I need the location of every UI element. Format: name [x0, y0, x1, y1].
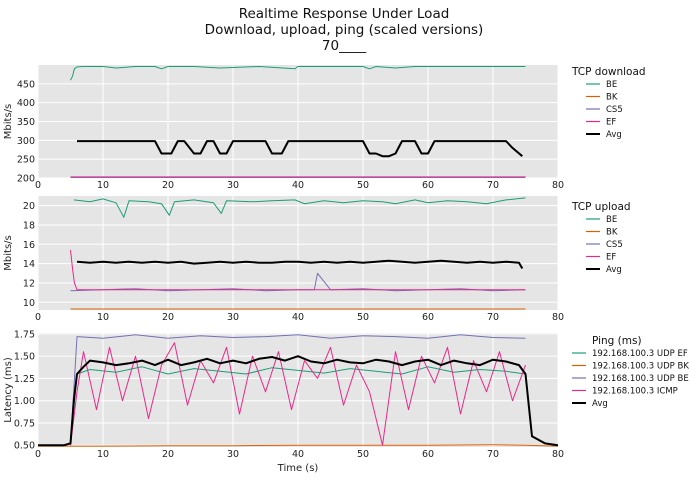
x-tick-label: 30: [227, 449, 239, 460]
x-tick-label: 40: [292, 180, 304, 191]
y-tick-label: 10: [23, 298, 35, 309]
legend-entry: CS5: [606, 105, 623, 115]
y-tick-label: 450: [17, 79, 35, 90]
chart-title-line1: Realtime Response Under Load: [239, 6, 450, 22]
chart-title-line2: Download, upload, ping (scaled versions): [205, 22, 484, 38]
legend-title: TCP upload: [571, 201, 631, 213]
y-tick-label: 250: [17, 155, 35, 166]
x-tick-label: 20: [162, 312, 174, 323]
legend-entry: BK: [606, 228, 618, 238]
x-tick-label: 70: [487, 180, 499, 191]
x-tick-label: 0: [35, 180, 41, 191]
legend-entry: BE: [606, 215, 617, 225]
y-axis-label: Mbits/s: [3, 235, 14, 270]
x-tick-label: 40: [292, 449, 304, 460]
x-tick-label: 70: [487, 449, 499, 460]
x-tick-label: 50: [357, 449, 369, 460]
y-tick-label: 0.75: [14, 418, 35, 429]
x-tick-label: 20: [162, 180, 174, 191]
y-tick-label: 300: [17, 136, 35, 147]
x-tick-label: 60: [422, 312, 434, 323]
panel-ping: 0 10 20 30 40 50 60 70 80 0.50 0.75 1.00 1.25 1.50 1.7…: [3, 329, 689, 474]
series-line-be: [73, 197, 526, 218]
series-group: [70, 197, 526, 310]
x-tick-label: 80: [552, 449, 564, 460]
series-line-be: [70, 66, 526, 81]
y-tick-label: 20: [23, 201, 35, 212]
legend-title: Ping (ms): [592, 335, 642, 347]
legend-entry: 192.168.100.3 UDP BK: [592, 362, 689, 372]
x-axis-label: Time (s): [277, 463, 319, 474]
y-tick-label: 350: [17, 117, 35, 128]
legend-entry: 192.168.100.3 UDP BE: [592, 374, 689, 384]
panel-download: 0 10 20 30 40 50 60 70 80 200 250 300 350 400 450 Mbits…: [3, 65, 646, 191]
legend: TCP download BE BK CS5 EF Avg: [571, 66, 646, 140]
x-tick-label: 10: [97, 449, 109, 460]
y-tick-label: 18: [23, 220, 35, 231]
y-tick-label: 1.00: [14, 396, 35, 407]
x-tick-label: 50: [357, 180, 369, 191]
y-axis-label: Mbits/s: [3, 104, 14, 139]
legend-title: TCP download: [571, 66, 646, 78]
legend-entry: Avg: [606, 130, 622, 140]
y-tick-label: 1.50: [14, 352, 35, 363]
legend: TCP upload BE BK CS5 EF Avg: [571, 201, 631, 275]
x-tick-label: 80: [552, 312, 564, 323]
series-line-192-168-100-3-udp-be: [70, 334, 526, 446]
x-tick-label: 70: [487, 312, 499, 323]
legend-entry: 192.168.100.3 ICMP: [592, 387, 678, 397]
legend-entry: BE: [606, 80, 617, 90]
y-tick-label: 1.25: [14, 374, 35, 385]
x-tick-label: 20: [162, 449, 174, 460]
series-group: [38, 334, 558, 447]
series-line-avg: [77, 140, 523, 158]
panel-upload: 0 10 20 30 40 50 60 70 80101214161820Mbits/sTCP …: [3, 196, 631, 323]
series-line-192-168-100-3-udp-ef: [70, 366, 526, 446]
x-tick-label: 30: [227, 312, 239, 323]
x-tick-label: 50: [357, 312, 369, 323]
y-tick-label: 14: [23, 259, 35, 270]
y-axis-label: Latency (ms): [3, 357, 14, 423]
x-tick-label: 60: [422, 180, 434, 191]
y-tick-label: 400: [17, 98, 35, 109]
series-line-ef: [70, 250, 526, 291]
series-line-192-168-100-3-udp-bk: [38, 444, 558, 447]
y-tick-label: 0.50: [14, 441, 35, 452]
x-tick-label: 60: [422, 449, 434, 460]
x-tick-label: 80: [552, 180, 564, 191]
chart-title-line3: 70____: [322, 38, 366, 54]
legend-entry: BK: [606, 93, 618, 103]
x-tick-label: 0: [35, 312, 41, 323]
series-line-avg: [76, 259, 524, 269]
panels: 0 10 20 30 40 50 60 70 80200250300350400450Mbits…: [3, 65, 689, 474]
legend-entry: EF: [606, 118, 616, 128]
legend-entry: Avg: [606, 265, 622, 275]
x-tick-label: 10: [97, 312, 109, 323]
series-group: [70, 66, 526, 178]
y-tick-label: 16: [23, 240, 35, 251]
legend: Ping (ms) 192.168.100.3 UDP EF 192.168.100…: [572, 335, 689, 409]
legend-entry: Avg: [592, 399, 608, 409]
series-line-avg: [38, 355, 558, 447]
y-tick-label: 12: [23, 278, 35, 289]
x-tick-label: 0: [35, 449, 41, 460]
x-tick-label: 40: [292, 312, 304, 323]
series-line-192-168-100-3-icmp: [70, 342, 526, 446]
legend-entry: EF: [606, 253, 616, 263]
legend-entry: 192.168.100.3 UDP EF: [592, 349, 688, 359]
y-tick-label: 1.75: [14, 329, 35, 340]
x-tick-label: 10: [97, 180, 109, 191]
x-tick-label: 30: [227, 180, 239, 191]
y-tick-label: 200: [17, 174, 35, 185]
legend-entry: CS5: [606, 240, 623, 250]
